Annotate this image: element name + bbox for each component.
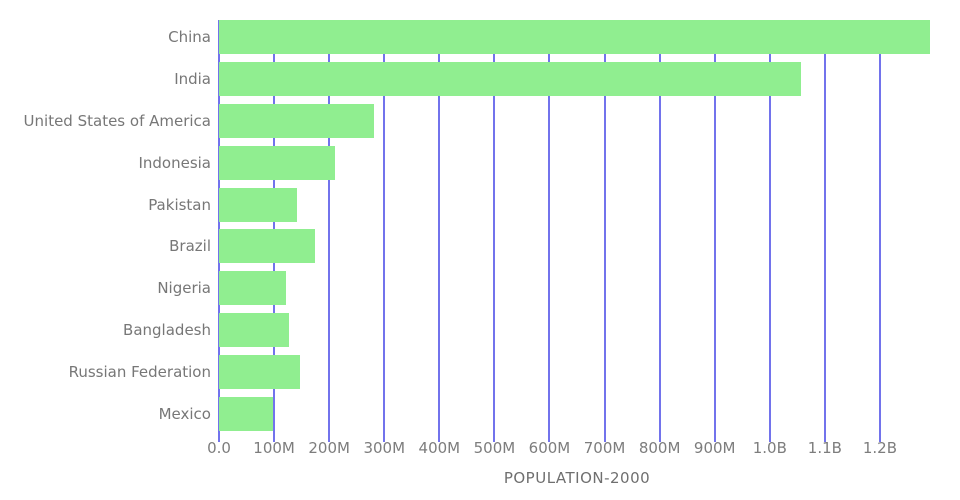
category-label: China — [168, 28, 211, 47]
x-tick-label: 1.2B — [862, 439, 898, 457]
category-label: Nigeria — [157, 279, 211, 298]
gridline-400M — [438, 20, 441, 442]
x-tick-label: 500M — [473, 439, 516, 457]
category-label: Brazil — [169, 237, 211, 256]
x-tick-label: 100M — [253, 439, 295, 457]
gridline-300M — [383, 20, 386, 442]
bar-indonesia — [219, 145, 336, 180]
category-label: United States of America — [23, 111, 211, 130]
x-tick-label: 0.0 — [207, 439, 231, 457]
bar-nigeria — [219, 271, 287, 306]
x-tick-label: 400M — [418, 439, 461, 457]
category-label: Bangladesh — [123, 320, 211, 339]
x-tick-label: 1.1B — [807, 439, 842, 457]
bar-brazil — [219, 229, 316, 264]
category-label: Russian Federation — [68, 362, 211, 381]
gridline-800M — [658, 20, 661, 442]
bar-united-states-of-america — [219, 103, 375, 138]
gridline-1.0B — [768, 20, 771, 442]
category-label: India — [174, 70, 211, 89]
gridline-700M — [603, 20, 606, 442]
bar-mexico — [219, 396, 274, 431]
x-tick-label: 1.0B — [752, 439, 787, 457]
category-label: Pakistan — [148, 195, 211, 214]
gridline-1.1B — [823, 20, 826, 442]
gridline-500M — [493, 20, 496, 442]
gridline-900M — [713, 20, 716, 442]
gridline-200M — [328, 20, 331, 442]
bar-bangladesh — [219, 312, 290, 347]
bar-india — [219, 62, 801, 97]
x-axis-title: POPULATION-2000 — [503, 469, 651, 487]
x-tick-label: 800M — [638, 439, 681, 457]
bar-pakistan — [219, 187, 298, 222]
category-label: Indonesia — [138, 153, 211, 172]
x-tick-label: 200M — [308, 439, 350, 457]
bar-russian-federation — [219, 354, 300, 389]
gridline-1.2B — [878, 20, 881, 442]
x-tick-label: 300M — [363, 439, 406, 457]
category-label: Mexico — [158, 404, 211, 423]
x-tick-label: 600M — [528, 439, 571, 457]
gridline-600M — [548, 20, 551, 442]
x-tick-label: 700M — [583, 439, 626, 457]
bar-china — [219, 20, 930, 55]
x-tick-label: 900M — [693, 439, 736, 457]
